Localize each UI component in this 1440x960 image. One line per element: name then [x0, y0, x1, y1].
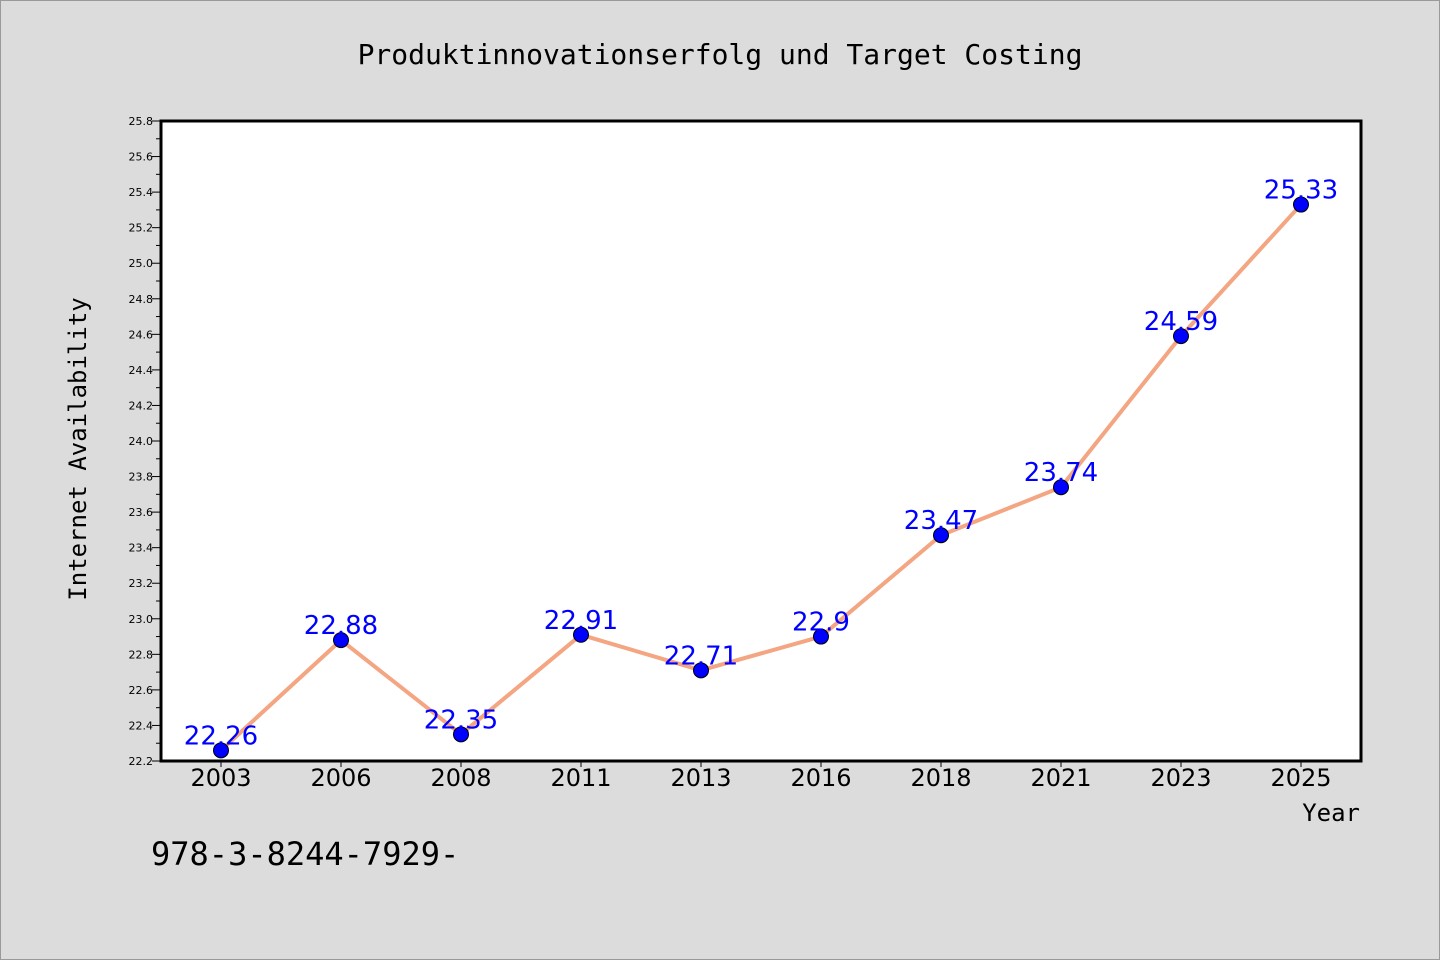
y-tick-label: 22.8: [129, 648, 154, 661]
data-point: [933, 527, 949, 544]
x-axis-label: Year: [1302, 799, 1360, 827]
y-tick-label: 23.2: [129, 577, 154, 590]
x-tick-label: 2006: [310, 764, 371, 792]
series-line-group: [219, 202, 1303, 753]
y-tick-label: 23.0: [129, 613, 154, 626]
plot-frame: [159, 119, 1363, 763]
y-tick-label: 22.6: [129, 684, 154, 697]
data-label: 22.91: [544, 606, 618, 636]
x-tick-label: 2023: [1150, 764, 1211, 792]
y-tick-label: 22.4: [129, 719, 154, 732]
y-tick-label: 23.6: [129, 506, 154, 519]
data-label: 22.71: [664, 641, 738, 671]
data-labels-group: 22.26 22.88 22.35 22.91 22.71 22.9 23.47 23.74 2…: [184, 176, 1338, 752]
data-point: [453, 726, 469, 743]
series-line: [219, 202, 1303, 753]
data-point: [573, 626, 589, 643]
x-axis: 2003 2006 2008 2011 2013 2016 2018 2021 2023 2025: [190, 761, 1332, 792]
data-point: [213, 742, 229, 759]
data-label: 22.9: [792, 608, 850, 638]
data-point: [1053, 479, 1069, 496]
data-point: [333, 632, 349, 649]
y-tick-label: 23.4: [129, 542, 154, 555]
chart-title: Produktinnovationserfolg und Target Cost…: [358, 38, 1083, 71]
y-tick-label: 25.6: [129, 151, 154, 164]
y-tick-label: 23.8: [129, 471, 154, 484]
x-tick-label: 2011: [550, 764, 611, 792]
footnote: 978-3-8244-7929-: [151, 835, 459, 873]
y-tick-label: 22.2: [129, 755, 154, 768]
data-label: 24.59: [1144, 307, 1218, 337]
y-tick-label: 25.8: [129, 115, 154, 128]
y-tick-label: 25.2: [129, 222, 154, 235]
y-tick-label: 24.8: [129, 293, 154, 306]
y-axis-label: Internet Availability: [64, 297, 92, 600]
data-point: [693, 662, 709, 679]
x-tick-label: 2008: [430, 764, 491, 792]
data-label: 23.74: [1024, 458, 1098, 488]
x-tick-label: 2025: [1270, 764, 1331, 792]
y-tick-label: 24.4: [129, 364, 154, 377]
data-point: [1173, 328, 1189, 345]
x-tick-label: 2018: [910, 764, 971, 792]
x-tick-label: 2003: [190, 764, 251, 792]
y-tick-label: 24.6: [129, 328, 154, 341]
data-point: [813, 628, 829, 645]
y-tick-label: 24.2: [129, 399, 154, 412]
data-label: 22.26: [184, 721, 258, 751]
data-point: [1293, 196, 1309, 213]
y-tick-label: 24.0: [129, 435, 154, 448]
data-label: 25.33: [1264, 176, 1338, 206]
x-tick-label: 2013: [670, 764, 731, 792]
y-tick-label: 25.0: [129, 257, 154, 270]
data-label: 22.88: [304, 611, 378, 641]
y-tick-label: 25.4: [129, 186, 154, 199]
x-tick-label: 2021: [1030, 764, 1091, 792]
plot-area: [161, 121, 1361, 761]
x-tick-label: 2016: [790, 764, 851, 792]
data-label: 23.47: [904, 506, 978, 536]
y-axis: 22.2 22.4 22.6 22.8 23.0 23.2 23.4 23.6 23.8 24.0…: [129, 115, 161, 768]
series-points-group: [213, 196, 1309, 759]
data-label: 22.35: [424, 705, 498, 735]
